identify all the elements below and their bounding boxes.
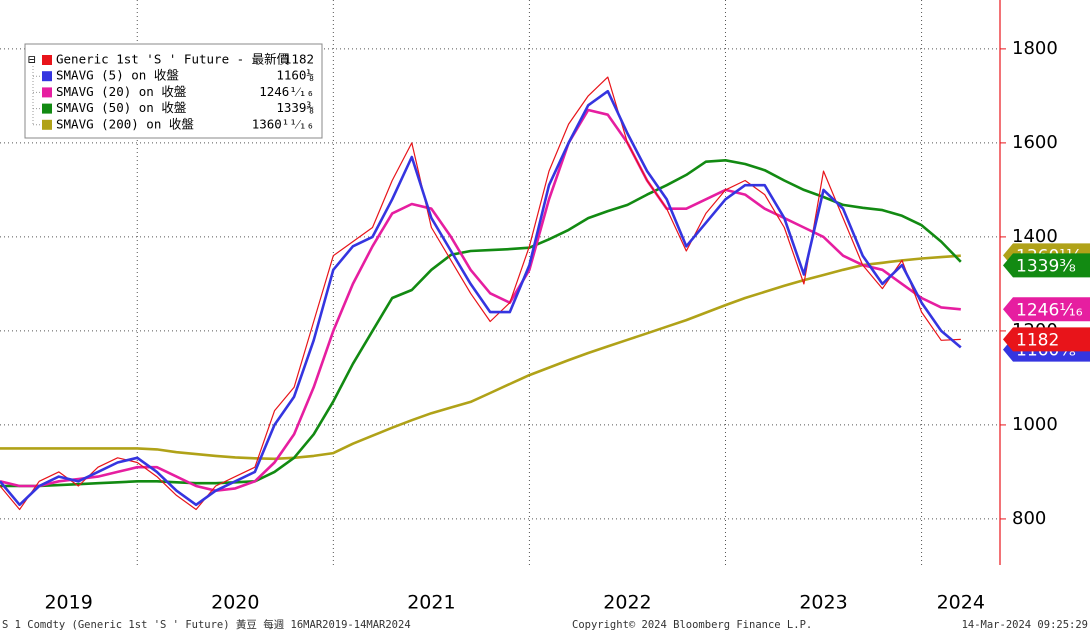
legend-label: SMAVG (5) on 收盤	[56, 68, 179, 83]
value-tag-label: 1246¹⁄₁₆	[1016, 300, 1083, 320]
legend-label: Generic 1st 'S ' Future - 最新價	[56, 52, 290, 67]
y-tick-label: 1000	[1012, 414, 1058, 435]
series-line	[0, 254, 961, 461]
series-line	[0, 108, 961, 492]
legend-value: 1246¹⁄₁₆	[259, 84, 314, 99]
x-tick-label: 2020	[211, 592, 259, 614]
series-line	[0, 159, 962, 488]
x-tick-label: 2023	[799, 592, 847, 614]
y-tick-label: 1400	[1012, 226, 1058, 247]
legend-label: SMAVG (200) on 收盤	[56, 116, 194, 131]
legend-label: SMAVG (20) on 收盤	[56, 84, 187, 99]
legend-swatch	[42, 71, 52, 82]
legend-swatch	[42, 87, 52, 98]
y-tick-label: 1800	[1012, 38, 1058, 59]
x-tick-label: 2021	[407, 592, 455, 614]
footer-right: 14-Mar-2024 09:25:29	[962, 619, 1088, 631]
legend-label: SMAVG (50) on 收盤	[56, 100, 187, 115]
legend-value: 1339⅜	[276, 100, 314, 115]
value-tag	[1003, 297, 1090, 322]
x-tick-label: 2024	[937, 592, 985, 614]
value-tag	[1003, 327, 1090, 352]
value-tag	[1003, 253, 1090, 278]
series-line	[0, 76, 961, 511]
legend-icon: ⊟	[28, 52, 36, 67]
legend-value: 1160⅛	[276, 68, 314, 83]
legend-box	[24, 43, 323, 139]
series-line	[0, 89, 962, 507]
value-tag-label: 1339⅜	[1016, 256, 1076, 276]
legend-swatch	[42, 103, 52, 114]
legend-value: 1182	[284, 52, 314, 67]
legend-swatch	[42, 119, 52, 130]
x-tick-label: 2019	[44, 592, 92, 614]
legend-swatch	[42, 55, 52, 65]
footer-left: S 1 Comdty (Generic 1st 'S ' Future) 黃豆 …	[2, 618, 411, 631]
legend-value: 1360¹¹⁄₁₆	[252, 116, 314, 131]
footer-center: Copyright© 2024 Bloomberg Finance L.P.	[572, 619, 812, 631]
y-tick-label: 1600	[1012, 132, 1058, 153]
x-tick-label: 2022	[603, 592, 651, 614]
value-tag-label: 1182	[1016, 330, 1059, 350]
y-tick-label: 800	[1012, 508, 1046, 529]
